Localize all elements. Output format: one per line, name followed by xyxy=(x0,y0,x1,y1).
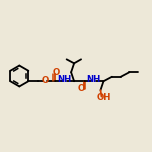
Text: NH: NH xyxy=(57,75,72,84)
Text: OH: OH xyxy=(97,93,111,102)
Text: NH: NH xyxy=(86,75,101,84)
Text: O: O xyxy=(41,76,48,85)
Text: O: O xyxy=(53,68,60,77)
Text: O: O xyxy=(78,84,85,93)
